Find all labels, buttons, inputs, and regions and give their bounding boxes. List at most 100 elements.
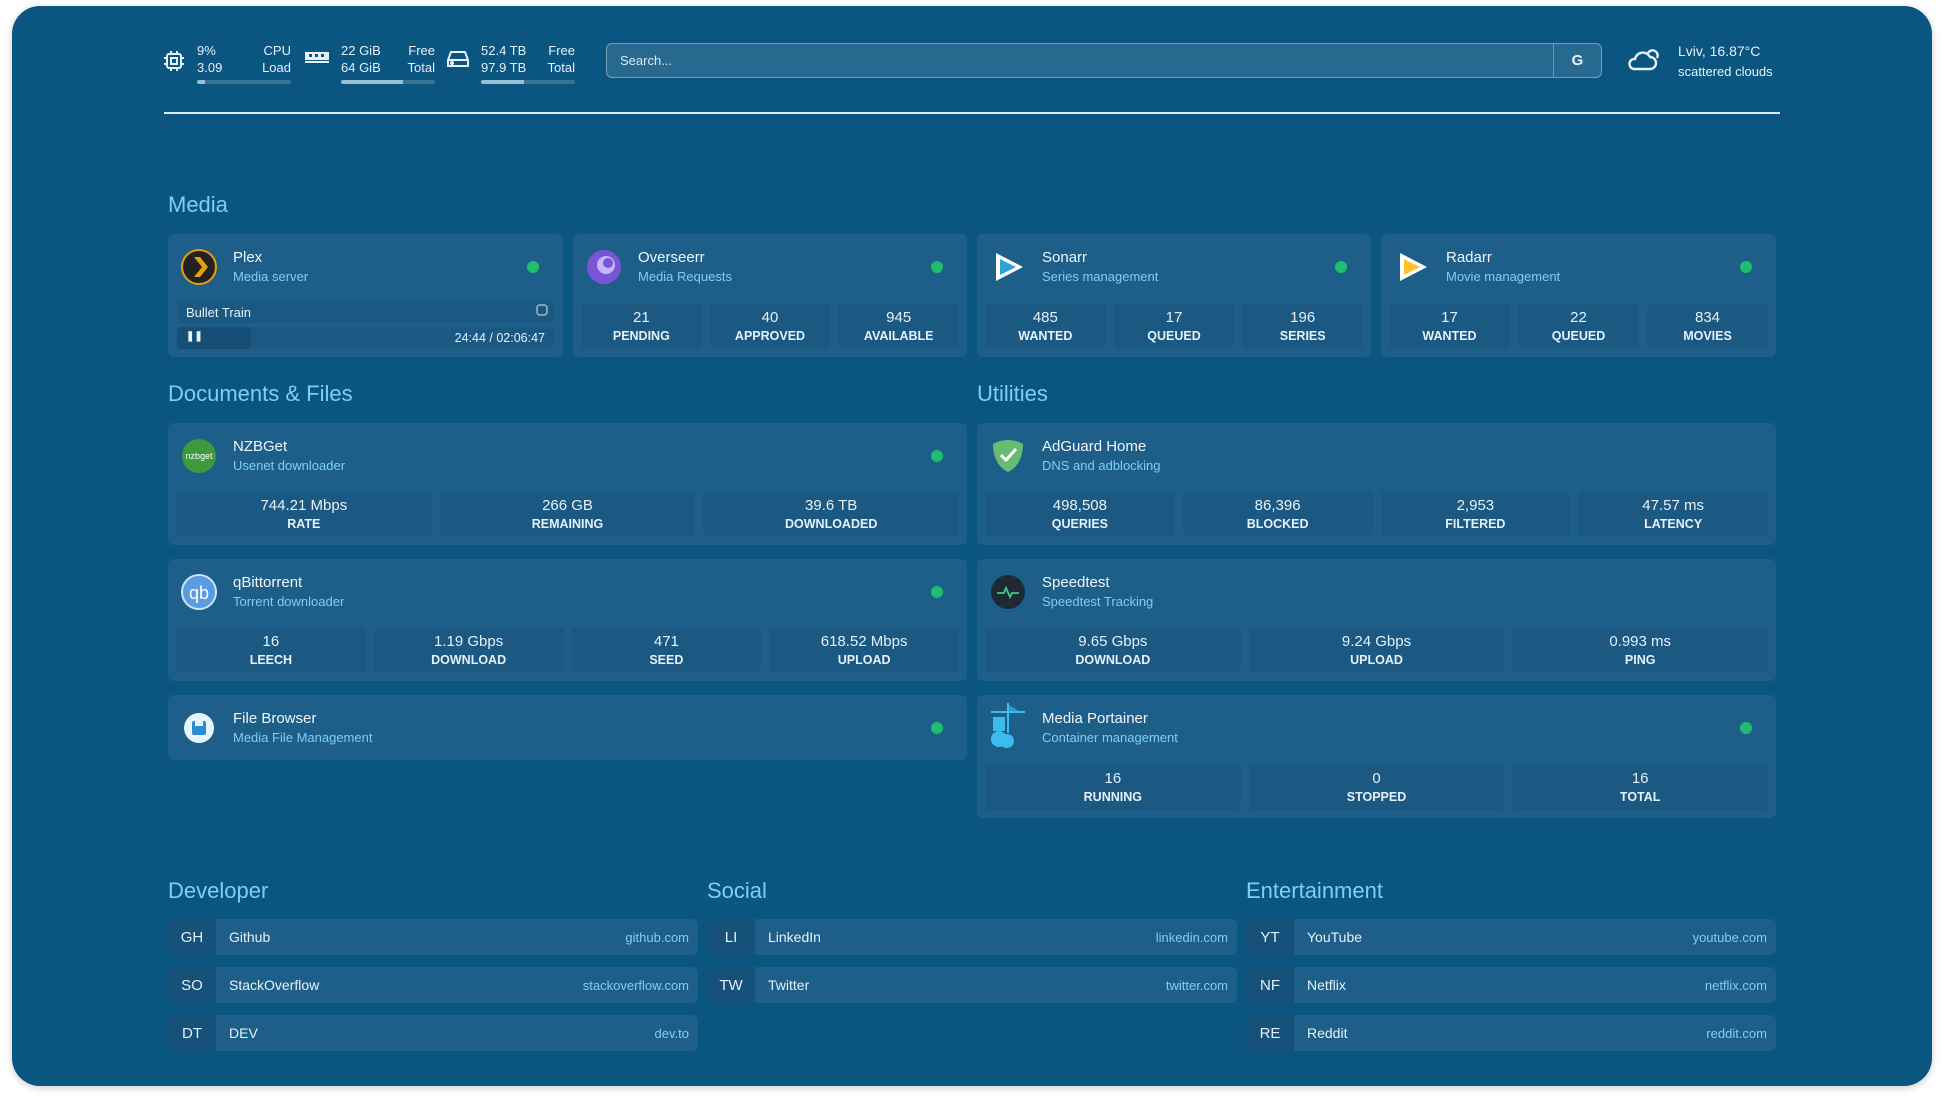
bookmark-url[interactable]: netflix.com: [1704, 977, 1767, 993]
filebrowser-card[interactable]: File Browser Media File Management: [168, 695, 967, 760]
bookmark-url[interactable]: twitter.com: [1165, 977, 1228, 993]
bookmark-twitter[interactable]: TW Twitter twitter.com: [707, 967, 1237, 1003]
stat-block: 618.52 Mbps UPLOAD: [769, 627, 959, 673]
portainer-card[interactable]: Media Portainer Container management 16 R…: [977, 695, 1776, 818]
cpu-widget: 9% CPU 3.09 Load: [163, 42, 291, 84]
stat-value: 834: [1694, 309, 1721, 326]
stat-label: WANTED: [1422, 329, 1477, 343]
portainer-stats: 16 RUNNING 0 STOPPED 16 TOTAL: [985, 764, 1769, 810]
plex-icon: [181, 249, 217, 285]
stat-value: 0.993 ms: [1609, 633, 1672, 650]
stat-value: 39.6 TB: [805, 497, 858, 514]
status-indicator: [931, 722, 943, 734]
status-indicator: [931, 261, 943, 273]
stat-value: 86,396: [1254, 497, 1301, 514]
section-entertainment: Entertainment: [1246, 878, 1383, 903]
load-label: Load: [262, 60, 291, 75]
transcode-icon: [536, 304, 548, 316]
stat-label: WANTED: [1018, 329, 1073, 343]
svg-text:qb: qb: [189, 583, 209, 603]
stat-block: 39.6 TB DOWNLOADED: [703, 491, 960, 537]
stat-value: 0: [1372, 770, 1381, 787]
stat-label: FILTERED: [1445, 517, 1506, 531]
stat-block: 17 QUEUED: [1113, 303, 1235, 349]
bookmark-github[interactable]: GH Github github.com: [168, 919, 698, 955]
stat-block: 21 PENDING: [581, 303, 702, 349]
playback-time: 24:44 / 02:06:47: [454, 331, 545, 345]
bookmark-url[interactable]: github.com: [625, 929, 689, 945]
bookmark-name: Netflix: [1307, 977, 1346, 993]
stat-label: APPROVED: [734, 329, 806, 343]
stat-label: DOWNLOAD: [1075, 653, 1151, 667]
stat-value: 47.57 ms: [1642, 497, 1704, 514]
stat-value: 17: [1441, 309, 1458, 326]
stat-label: MOVIES: [1683, 329, 1732, 343]
stat-block: 22 QUEUED: [1518, 303, 1639, 349]
filebrowser-icon: [184, 713, 214, 743]
stat-label: RATE: [287, 517, 321, 531]
bookmark-url[interactable]: reddit.com: [1706, 1025, 1767, 1041]
bookmark-url[interactable]: dev.to: [654, 1025, 689, 1041]
stat-value: 471: [653, 633, 679, 650]
radarr-card[interactable]: Radarr Movie management 17 WANTED 22 QUEUED…: [1381, 234, 1776, 357]
pause-icon[interactable]: ❚❚: [186, 331, 203, 342]
search-bar: G: [606, 43, 1602, 78]
radarr-title: Radarr: [1446, 249, 1492, 266]
bookmark-youtube[interactable]: YT YouTube youtube.com: [1246, 919, 1776, 955]
search-provider-button[interactable]: G: [1553, 44, 1601, 77]
adguard-card[interactable]: AdGuard Home DNS and adblocking 498,508 Q…: [977, 423, 1776, 545]
nzbget-icon: nzbget: [182, 439, 216, 473]
bookmark-linkedin[interactable]: LI LinkedIn linkedin.com: [707, 919, 1237, 955]
stat-value: 2,953: [1456, 497, 1495, 514]
plex-subtitle: Media server: [233, 269, 309, 284]
memory-widget: 22 GiB Free 64 GiB Total: [305, 42, 435, 84]
free-label: Free: [548, 43, 575, 58]
overseerr-stats: 21 PENDING 40 APPROVED 945 AVAILABLE: [581, 303, 960, 349]
stat-label: REMAINING: [531, 517, 604, 531]
bookmark-url[interactable]: linkedin.com: [1155, 929, 1228, 945]
bookmark-netflix[interactable]: NF Netflix netflix.com: [1246, 967, 1776, 1003]
nzbget-card[interactable]: nzbget NZBGet Usenet downloader 744.21 M…: [168, 423, 967, 545]
portainer-icon: [991, 703, 1025, 748]
stat-value: 485: [1032, 309, 1058, 326]
bookmark-url[interactable]: youtube.com: [1692, 929, 1767, 945]
search-input[interactable]: [607, 44, 1553, 77]
status-indicator: [1740, 722, 1752, 734]
status-indicator: [931, 586, 943, 598]
section-social: Social: [707, 878, 767, 903]
stat-label: PENDING: [612, 329, 670, 343]
adguard-icon: [993, 440, 1023, 472]
filebrowser-subtitle: Media File Management: [233, 730, 373, 745]
bookmark-url[interactable]: stackoverflow.com: [582, 977, 689, 993]
stat-label: LEECH: [249, 653, 293, 667]
stat-label: QUEUED: [1551, 329, 1606, 343]
stat-label: TOTAL: [1619, 790, 1661, 804]
overseerr-title: Overseerr: [638, 249, 705, 266]
sonarr-icon: [996, 253, 1023, 281]
bookmark-reddit[interactable]: RE Reddit reddit.com: [1246, 1015, 1776, 1051]
now-playing-title: Bullet Train: [186, 305, 252, 320]
disk-total: 97.9 TB: [481, 60, 527, 75]
bookmark-stackoverflow[interactable]: SO StackOverflow stackoverflow.com: [168, 967, 698, 1003]
plex-card[interactable]: Plex Media server Bullet Train ❚❚ 24:44 /…: [168, 234, 563, 357]
section-documents: Documents & Files: [168, 381, 353, 406]
stat-label: DOWNLOADED: [785, 517, 878, 531]
qbittorrent-card[interactable]: qb qBittorrent Torrent downloader 16 LEEC…: [168, 559, 967, 681]
adguard-stats: 498,508 QUERIES 86,396 BLOCKED 2,953 FILTERED…: [985, 491, 1768, 537]
stat-label: RUNNING: [1083, 790, 1142, 804]
overseerr-card[interactable]: Overseerr Media Requests 21 PENDING 40 APPR…: [573, 234, 967, 357]
overseerr-subtitle: Media Requests: [638, 269, 732, 284]
sonarr-subtitle: Series management: [1042, 269, 1159, 284]
sonarr-card[interactable]: Sonarr Series management 485 WANTED 17 QUEU…: [977, 234, 1371, 357]
sonarr-title: Sonarr: [1042, 249, 1088, 266]
stat-value: 196: [1290, 309, 1316, 326]
stat-value: 16: [262, 633, 280, 650]
stat-block: 834 MOVIES: [1647, 303, 1768, 349]
playback-bar[interactable]: ❚❚ 24:44 / 02:06:47: [177, 327, 554, 349]
cpu-usage: 9%: [197, 43, 216, 58]
bookmark-abbr: NF: [1246, 967, 1294, 1003]
stat-block: 9.65 Gbps DOWNLOAD: [985, 627, 1241, 673]
sonarr-stats: 485 WANTED 17 QUEUED 196 SERIES: [985, 303, 1364, 349]
bookmark-dev[interactable]: DT DEV dev.to: [168, 1015, 698, 1051]
speedtest-card[interactable]: Speedtest Speedtest Tracking 9.65 Gbps DO…: [977, 559, 1776, 681]
